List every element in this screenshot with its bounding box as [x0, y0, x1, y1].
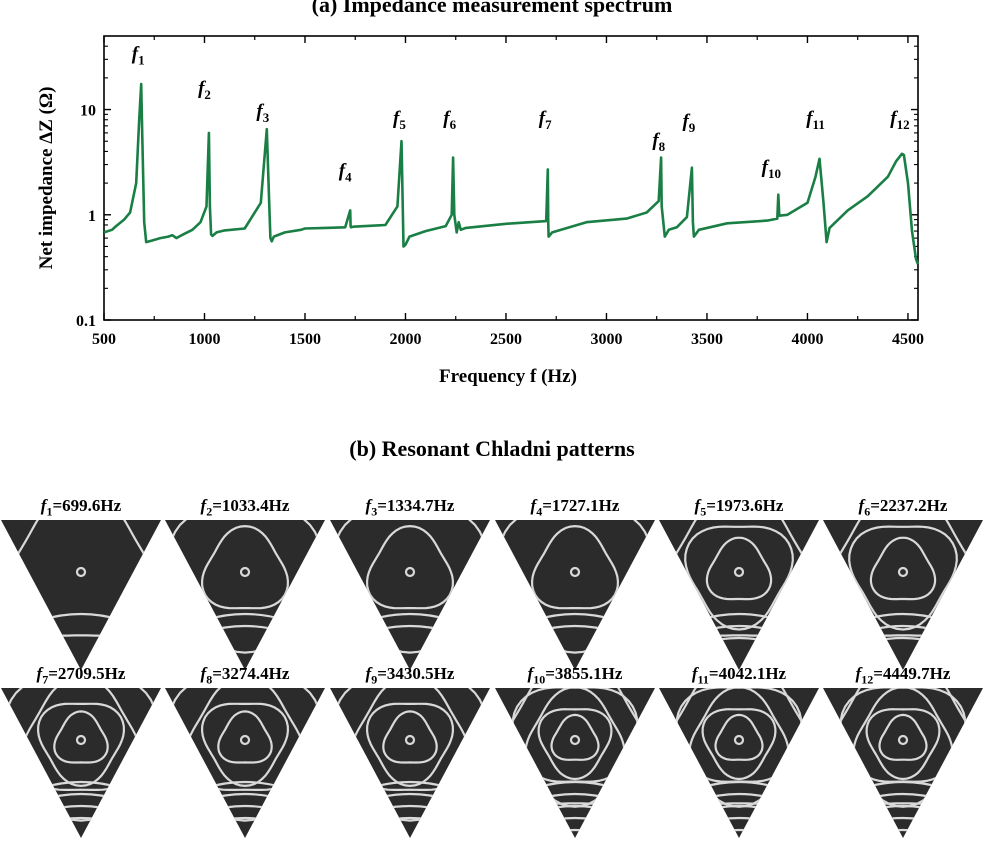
- pattern-frequency-label: f3=1334.7Hz: [365, 496, 455, 519]
- panel-b-title: (b) Resonant Chladni patterns: [349, 436, 635, 461]
- chladni-pattern-9: f9=3430.5Hz: [330, 664, 490, 844]
- pattern-frequency-label: f1=699.6Hz: [40, 496, 122, 519]
- chladni-pattern-image: [165, 688, 325, 838]
- plot-frame: [103, 35, 919, 321]
- peak-label: f5: [393, 108, 406, 132]
- pattern-frequency-label: f2=1033.4Hz: [200, 496, 290, 519]
- pattern-frequency-label: f8=3274.4Hz: [200, 664, 290, 687]
- chladni-pattern-10: f10=3855.1Hz: [495, 664, 655, 844]
- chladni-pattern-1: f1=699.6Hz: [1, 496, 161, 676]
- peak-label: f7: [539, 108, 552, 132]
- x-tick-label: 1500: [289, 331, 321, 348]
- peak-label: f8: [652, 130, 665, 154]
- peak-label: f1: [132, 43, 145, 67]
- x-tick-label: 2500: [490, 331, 522, 348]
- pattern-frequency-label: f4=1727.1Hz: [530, 496, 620, 519]
- x-tick-label: 1000: [188, 331, 220, 348]
- peak-label: f4: [339, 161, 352, 185]
- pattern-frequency-label: f12=4449.7Hz: [855, 664, 951, 687]
- x-tick-label: 500: [92, 331, 116, 348]
- y-tick-label: 0.1: [76, 313, 96, 330]
- peak-label: f11: [806, 108, 825, 132]
- impedance-chart: 500 1000 1500 2000 2500 3000 3500 4000 4500 0.1 1 1…: [36, 35, 924, 387]
- y-tick-label: 1: [88, 208, 96, 225]
- chladni-pattern-image: [823, 520, 983, 670]
- panel-a-title: (a) Impedance measurement spectrum: [311, 0, 673, 17]
- x-tick-label: 4000: [791, 331, 823, 348]
- peak-label: f12: [890, 108, 909, 132]
- y-axis-label: Net impedance ΔZ (Ω): [36, 87, 57, 270]
- chladni-pattern-3: f3=1334.7Hz: [330, 496, 490, 676]
- chladni-pattern-4: f4=1727.1Hz: [495, 496, 655, 676]
- peak-label: f6: [443, 108, 456, 132]
- chladni-pattern-11: f11=4042.1Hz: [659, 664, 819, 844]
- x-tick-label: 3000: [590, 331, 622, 348]
- chladni-pattern-image: [823, 688, 983, 838]
- chladni-pattern-image: [659, 520, 819, 670]
- y-tick-label: 10: [80, 103, 96, 120]
- x-tick-label: 2000: [389, 331, 421, 348]
- pattern-frequency-label: f7=2709.5Hz: [36, 664, 126, 687]
- x-tick-label: 4500: [892, 331, 924, 348]
- chladni-pattern-image: [1, 520, 161, 670]
- pattern-frequency-label: f9=3430.5Hz: [365, 664, 455, 687]
- chladni-pattern-image: [495, 520, 655, 670]
- chladni-pattern-image: [165, 520, 325, 670]
- pattern-frequency-label: f5=1973.6Hz: [694, 496, 784, 519]
- chladni-pattern-5: f5=1973.6Hz: [659, 496, 819, 676]
- pattern-frequency-label: f10=3855.1Hz: [527, 664, 623, 687]
- chladni-pattern-image: [330, 688, 490, 838]
- chladni-pattern-image: [330, 520, 490, 670]
- peak-label: f10: [762, 157, 781, 181]
- chladni-pattern-2: f2=1033.4Hz: [165, 496, 325, 676]
- x-tick-label: 3500: [691, 331, 723, 348]
- pattern-frequency-label: f11=4042.1Hz: [691, 664, 787, 687]
- chladni-pattern-7: f7=2709.5Hz: [1, 664, 161, 844]
- chladni-pattern-6: f6=2237.2Hz: [823, 496, 983, 676]
- peak-label: f9: [682, 111, 695, 135]
- x-axis-label: Frequency f (Hz): [439, 366, 577, 387]
- impedance-series-line: [103, 82, 920, 265]
- peak-label: f2: [198, 78, 211, 102]
- chladni-pattern-image: [495, 688, 655, 838]
- chladni-pattern-12: f12=4449.7Hz: [823, 664, 983, 844]
- chladni-pattern-image: [1, 688, 161, 838]
- chladni-pattern-image: [659, 688, 819, 838]
- chladni-pattern-8: f8=3274.4Hz: [165, 664, 325, 844]
- pattern-frequency-label: f6=2237.2Hz: [858, 496, 948, 519]
- peak-label: f3: [256, 101, 269, 125]
